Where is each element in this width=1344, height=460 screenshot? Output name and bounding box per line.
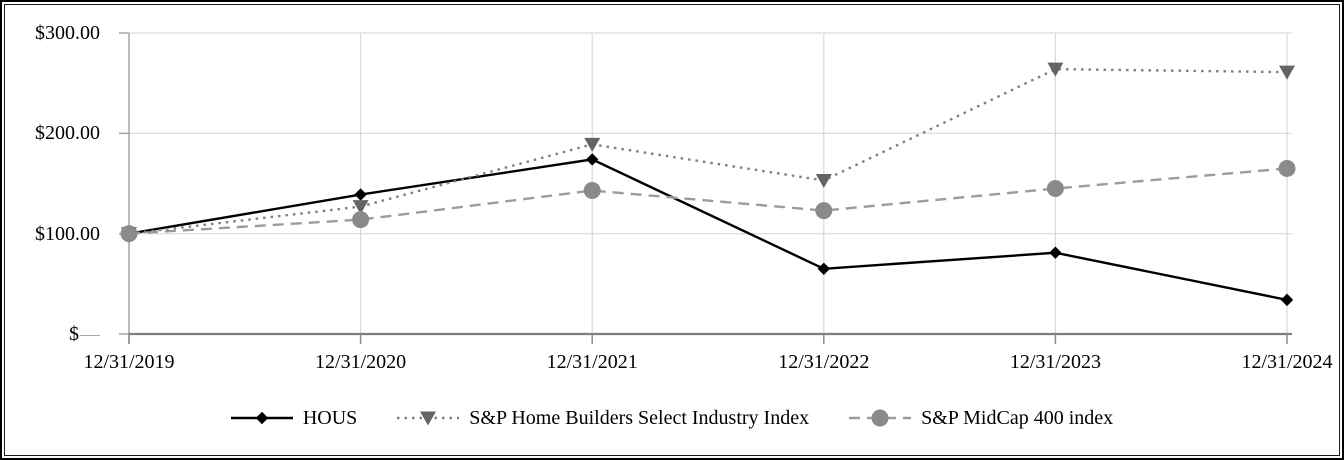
circle-marker bbox=[815, 202, 833, 220]
legend-sample-hous bbox=[230, 411, 293, 425]
x-tick-label: 12/31/2022 bbox=[778, 351, 870, 373]
legend-sample-sp-home-builders bbox=[397, 411, 460, 426]
x-tick-label: 12/31/2024 bbox=[1241, 351, 1333, 373]
legend-label-sp-midcap-400: S&P MidCap 400 index bbox=[921, 406, 1114, 429]
legend-item-hous: HOUS bbox=[230, 406, 358, 430]
chart-legend: HOUS S&P Home Builders Select Industry I… bbox=[2, 403, 1342, 433]
legend-label-sp-home-builders: S&P Home Builders Select Industry Index bbox=[469, 406, 810, 429]
triangle-down-marker bbox=[815, 173, 832, 188]
y-tick-label: $100.00 bbox=[35, 222, 100, 245]
x-tick-label: 12/31/2023 bbox=[1009, 351, 1101, 373]
diamond-marker bbox=[1280, 293, 1294, 307]
legend-item-sp-home-builders: S&P Home Builders Select Industry Index bbox=[397, 407, 809, 430]
legend-sample-sp-midcap-400 bbox=[849, 409, 912, 427]
diamond-marker bbox=[586, 153, 599, 166]
circle-marker bbox=[120, 225, 138, 243]
diamond-marker bbox=[817, 262, 830, 275]
x-tick-label: 12/31/2020 bbox=[315, 351, 407, 373]
triangle-down-marker bbox=[1047, 62, 1064, 77]
series-line-hous bbox=[128, 158, 1288, 302]
series-line-sp-midcap-400 bbox=[128, 167, 1288, 235]
y-tick-label: $— bbox=[69, 323, 100, 345]
y-tick-label: $300.00 bbox=[35, 22, 100, 44]
diamond-marker bbox=[1049, 246, 1062, 259]
legend-item-sp-midcap-400: S&P MidCap 400 index bbox=[849, 407, 1113, 430]
y-tick-label: $200.00 bbox=[35, 122, 100, 145]
triangle-down-marker bbox=[352, 200, 369, 215]
x-tick-label: 12/31/2021 bbox=[546, 351, 638, 373]
series-sp-midcap-400 bbox=[120, 159, 1296, 243]
triangle-down-marker bbox=[1279, 65, 1295, 80]
series-hous bbox=[122, 153, 1294, 307]
triangle-down-marker bbox=[584, 137, 601, 152]
x-tick-label: 12/31/2019 bbox=[83, 351, 175, 373]
circle-marker bbox=[583, 182, 601, 200]
series-line-sp-home-builders bbox=[128, 67, 1288, 235]
circle-marker bbox=[871, 409, 889, 427]
circle-marker bbox=[1278, 159, 1296, 177]
circle-marker bbox=[1046, 180, 1064, 198]
diamond-marker bbox=[255, 411, 269, 425]
circle-marker bbox=[352, 211, 370, 229]
triangle-down-marker bbox=[420, 411, 437, 426]
diamond-marker bbox=[354, 188, 367, 201]
legend-label-hous: HOUS bbox=[302, 406, 358, 429]
